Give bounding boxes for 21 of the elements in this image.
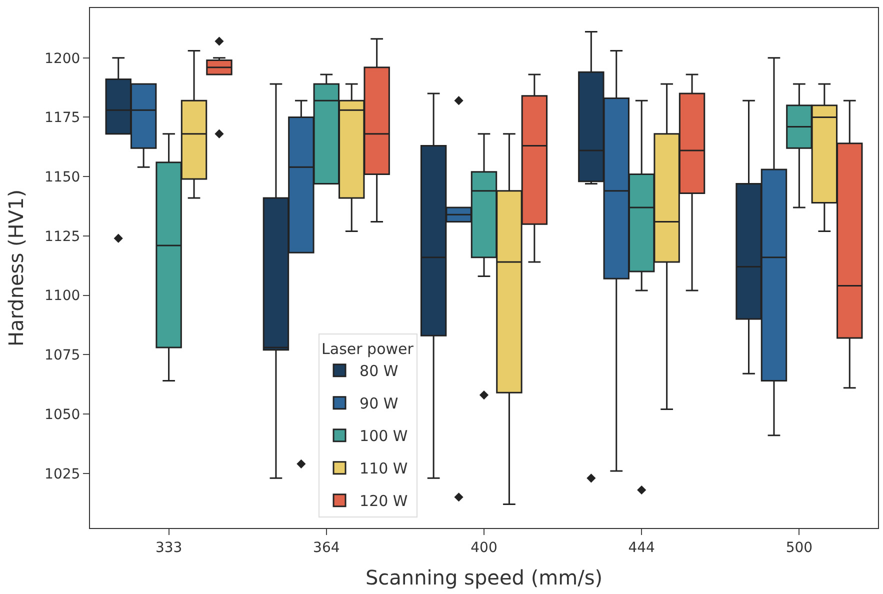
y-tick-label: 1125: [44, 228, 80, 245]
x-tick-label: 333: [155, 540, 182, 556]
x-tick-label: 500: [786, 540, 813, 556]
legend-label: 110 W: [360, 460, 408, 478]
legend-label: 100 W: [360, 427, 408, 446]
y-tick-label: 1200: [44, 50, 80, 67]
y-tick-label: 1050: [44, 406, 80, 423]
y-tick-label: 1075: [44, 348, 80, 364]
x-tick-label: 444: [628, 540, 656, 556]
y-axis-title: Hardness (HV1): [4, 189, 28, 347]
y-tick-label: 1150: [44, 169, 80, 186]
y-tick-label: 1025: [44, 466, 80, 482]
legend-label: 80 W: [360, 362, 398, 380]
y-tick-label: 1175: [44, 110, 80, 126]
legend-label: 120 W: [360, 492, 408, 510]
y-tick-label: 1100: [44, 288, 80, 304]
x-axis-title: Scanning speed (mm/s): [365, 565, 603, 590]
x-tick-label: 364: [313, 540, 340, 556]
legend-title: Laser power: [322, 340, 414, 358]
legend-label: 90 W: [360, 394, 398, 413]
x-tick-label: 400: [470, 540, 498, 556]
